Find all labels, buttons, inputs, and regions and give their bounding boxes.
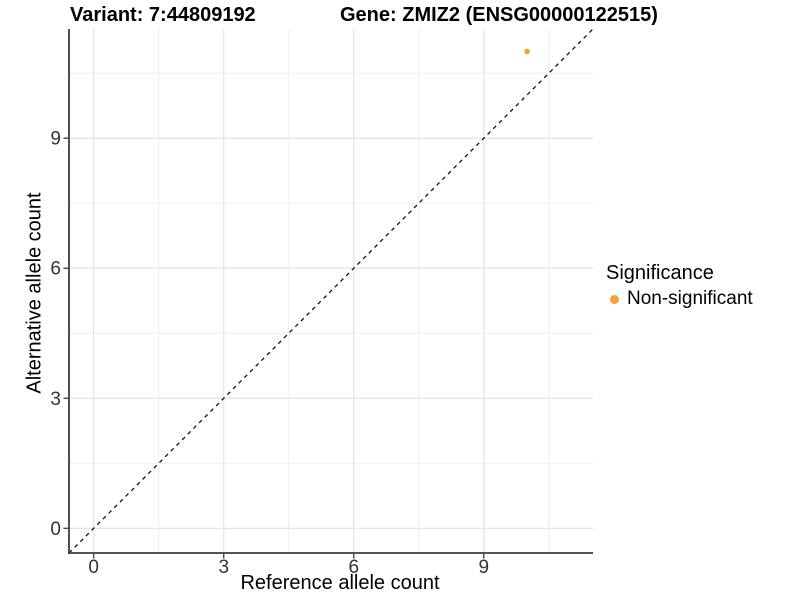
y-tick-label: 3 bbox=[50, 389, 61, 410]
x-tick-label: 9 bbox=[478, 557, 489, 578]
x-tick-label: 0 bbox=[88, 557, 99, 578]
legend-point-icon bbox=[610, 294, 619, 304]
plot-title-variant: Variant: 7:44809192 bbox=[70, 4, 256, 26]
plot-title-gene: Gene: ZMIZ2 (ENSG00000122515) bbox=[340, 4, 658, 26]
y-tick-label: 0 bbox=[50, 519, 61, 540]
legend: Significance Non-significant bbox=[606, 262, 753, 312]
x-axis-title: Reference allele count bbox=[240, 572, 440, 594]
y-axis-title: Alternative allele count bbox=[23, 192, 46, 394]
legend-item-label: Non-significant bbox=[627, 288, 753, 309]
x-tick-label: 3 bbox=[218, 557, 229, 578]
x-tick-label: 6 bbox=[348, 557, 359, 578]
y-tick-label: 9 bbox=[50, 129, 61, 150]
data-point bbox=[524, 48, 530, 55]
legend-item: Non-significant bbox=[606, 286, 753, 312]
legend-title: Significance bbox=[606, 262, 714, 284]
y-tick-label: 6 bbox=[50, 259, 61, 280]
identity-dashed-line bbox=[68, 28, 594, 554]
